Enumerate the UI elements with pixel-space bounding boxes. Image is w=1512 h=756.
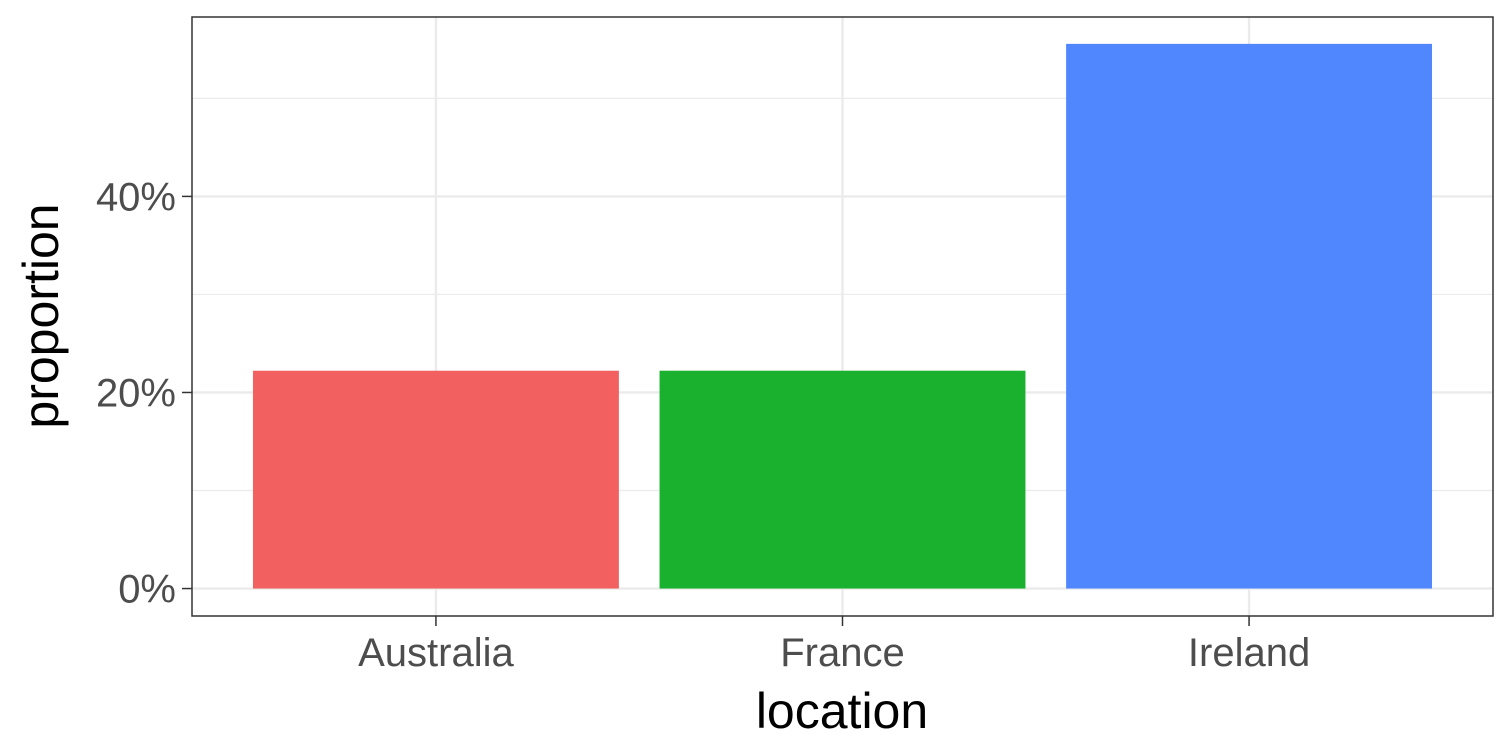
x-axis-ticks — [435, 616, 1250, 626]
x-tick-label: Australia — [358, 631, 514, 675]
y-tick-label: 40% — [96, 175, 176, 219]
x-tick-label: Ireland — [1188, 631, 1310, 675]
y-axis-tick-labels: 0% 20% 40% — [96, 175, 176, 611]
bar-ireland — [1066, 43, 1433, 589]
x-tick-label: France — [780, 631, 905, 675]
y-axis-title: proportion — [13, 203, 69, 428]
bar-australia — [252, 370, 619, 589]
y-axis-ticks — [182, 195, 192, 590]
x-axis-tick-labels: Australia France Ireland — [358, 631, 1310, 675]
y-tick-label: 0% — [118, 568, 176, 612]
x-axis-title: location — [756, 683, 928, 739]
bar-france — [659, 370, 1026, 589]
y-tick-label: 20% — [96, 371, 176, 415]
bars — [252, 43, 1433, 589]
